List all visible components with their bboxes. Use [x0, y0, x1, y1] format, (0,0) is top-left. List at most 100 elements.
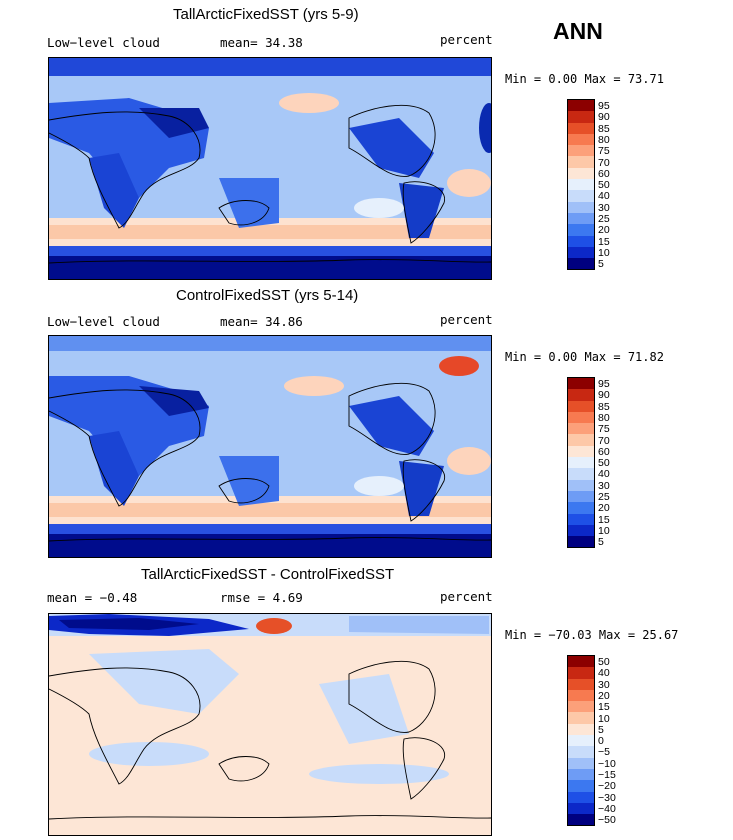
panel-3-colorbar-swatch [568, 667, 594, 679]
panel-1-colorbar-swatch [568, 258, 594, 270]
panel-2-colorbar-tick-label: 75 [598, 423, 610, 436]
panel-2-colorbar-tick-label: 95 [598, 378, 610, 390]
panel-1-colorbar-swatch [568, 167, 594, 180]
panel-3-mean-label: mean = −0.48 [47, 590, 138, 605]
panel-1-colorbar-tick-label: 50 [598, 179, 610, 192]
panel-2-colorbar-swatch [568, 400, 594, 412]
panel-1-colorbar-tick-label: 15 [598, 235, 610, 248]
panel-1-colorbar-tick-label: 80 [598, 133, 610, 146]
panel-1-colorbar-swatch [568, 133, 594, 146]
panel-2-colorbar-swatch [568, 423, 594, 435]
panel-3-colorbar-swatch [568, 689, 594, 702]
panel-3-title: TallArcticFixedSST - ControlFixedSST [141, 566, 395, 583]
panel-2-colorbar-swatch [568, 513, 594, 525]
panel-1-colorbar-swatch [568, 190, 594, 202]
panel-2-colorbar-tick-label: 25 [598, 491, 610, 503]
panel-2-colorbar-swatch [568, 445, 594, 458]
panel-1-variable-label: Low−level cloud [47, 35, 160, 50]
panel-1-colorbar-swatch [568, 212, 594, 225]
panel-3-colorbar-tick-label: 15 [598, 701, 610, 714]
panel-3-colorbar-tick-label: 50 [598, 656, 610, 668]
panel-2-colorbar-swatch [568, 378, 594, 390]
panel-2-map [48, 335, 492, 558]
panel-2-colorbar-swatch [568, 502, 594, 514]
panel-2-colorbar-tick-label: 70 [598, 434, 610, 447]
panel-2-colorbar-tick-label: 30 [598, 479, 610, 492]
panel-2-colorbar-tick-label: 10 [598, 524, 610, 537]
panel-3-colorbar-tick-label: 0 [598, 735, 604, 748]
panel-3-colorbar-swatch [568, 723, 594, 736]
panel-1-colorbar-swatch [568, 122, 594, 134]
panel-3-colorbar-swatch [568, 768, 594, 781]
panel-3-colorbar-swatch [568, 735, 594, 747]
panel-3-rmse-label: rmse = 4.69 [220, 590, 303, 605]
panel-3-colorbar-tick-label: −20 [598, 780, 616, 793]
panel-3-colorbar-tick-label: 20 [598, 689, 610, 702]
panel-2-colorbar-tick-label: 60 [598, 445, 610, 458]
panel-1-colorbar-swatch [568, 246, 594, 259]
panel-1-minmax: Min = 0.00 Max = 73.71 [505, 72, 664, 86]
panel-2-colorbar-tick-label: 90 [598, 389, 610, 402]
panel-2-colorbar-tick-label: 5 [598, 536, 604, 549]
panel-1-units-label: percent [440, 32, 493, 47]
panel-2-mean-label: mean= 34.86 [220, 314, 303, 329]
panel-1-colorbar-tick-label: 60 [598, 167, 610, 180]
panel-1-colorbar-tick-label: 25 [598, 213, 610, 225]
panel-1-colorbar-tick-label: 5 [598, 258, 604, 271]
panel-3-colorbar-tick-label: 5 [598, 723, 604, 736]
panel-1-map [48, 57, 492, 280]
panel-1-colorbar-tick-label: 10 [598, 246, 610, 259]
panel-3-colorbar-tick-label: −15 [598, 769, 616, 781]
panel-3-map [48, 613, 492, 836]
panel-3-units-label: percent [440, 589, 493, 604]
panel-2-colorbar-swatch [568, 389, 594, 401]
panel-1-colorbar-tick-label: 20 [598, 224, 610, 237]
panel-3-colorbar-swatch [568, 802, 594, 815]
panel-3-colorbar-tick-label: −10 [598, 757, 616, 770]
panel-3-colorbar-tick-label: −50 [598, 814, 616, 827]
panel-2-colorbar-swatch [568, 479, 594, 491]
panel-2-colorbar-tick-label: 80 [598, 411, 610, 424]
panel-1-colorbar-swatch [568, 179, 594, 191]
panel-3-colorbar-swatch [568, 656, 594, 668]
panel-2-colorbar-swatch [568, 468, 594, 480]
panel-2-colorbar-swatch [568, 536, 594, 548]
panel-2-colorbar-tick-label: 50 [598, 457, 610, 470]
panel-1-mean-label: mean= 34.38 [220, 35, 303, 50]
panel-1-title: TallArcticFixedSST (yrs 5-9) [173, 6, 359, 23]
panel-2-colorbar-swatch [568, 524, 594, 537]
panel-1-colorbar-tick-label: 70 [598, 156, 610, 169]
panel-3-colorbar-swatch [568, 701, 594, 713]
panel-3-colorbar-tick-label: −5 [598, 746, 610, 759]
panel-2-colorbar-swatch [568, 490, 594, 503]
panel-1-colorbar-swatch [568, 235, 594, 247]
panel-1-colorbar-swatch [568, 224, 594, 236]
panel-2-colorbar-swatch [568, 411, 594, 424]
panel-1-colorbar-tick-label: 75 [598, 145, 610, 158]
panel-3-colorbar-tick-label: 30 [598, 678, 610, 691]
panel-2-title: ControlFixedSST (yrs 5-14) [176, 287, 359, 304]
panel-1-colorbar-swatch [568, 145, 594, 157]
panel-3-colorbar-tick-label: −30 [598, 791, 616, 804]
panel-3-colorbar-swatch [568, 746, 594, 758]
panel-2-colorbar-tick-label: 40 [598, 468, 610, 481]
panel-2-variable-label: Low−level cloud [47, 314, 160, 329]
panel-3-colorbar-swatch [568, 678, 594, 690]
panel-1-colorbar-swatch [568, 100, 594, 112]
panel-3-colorbar-swatch [568, 814, 594, 826]
panel-1-colorbar-tick-label: 85 [598, 122, 610, 135]
panel-1-colorbar-tick-label: 40 [598, 190, 610, 203]
panel-2-colorbar-tick-label: 85 [598, 400, 610, 413]
panel-3-colorbar-tick-label: 10 [598, 712, 610, 725]
panel-3-colorbar-swatch [568, 780, 594, 792]
panel-1-colorbar-swatch [568, 201, 594, 213]
panel-3-colorbar-swatch [568, 712, 594, 724]
panel-3-colorbar-tick-label: −40 [598, 802, 616, 815]
panel-2-colorbar-swatch [568, 457, 594, 469]
panel-2-colorbar-swatch [568, 434, 594, 446]
panel-2-units-label: percent [440, 312, 493, 327]
panel-1-colorbar-tick-label: 95 [598, 100, 610, 112]
panel-2-colorbar-tick-label: 15 [598, 513, 610, 526]
panel-1-colorbar-tick-label: 90 [598, 111, 610, 124]
panel-2-minmax: Min = 0.00 Max = 71.82 [505, 350, 664, 364]
